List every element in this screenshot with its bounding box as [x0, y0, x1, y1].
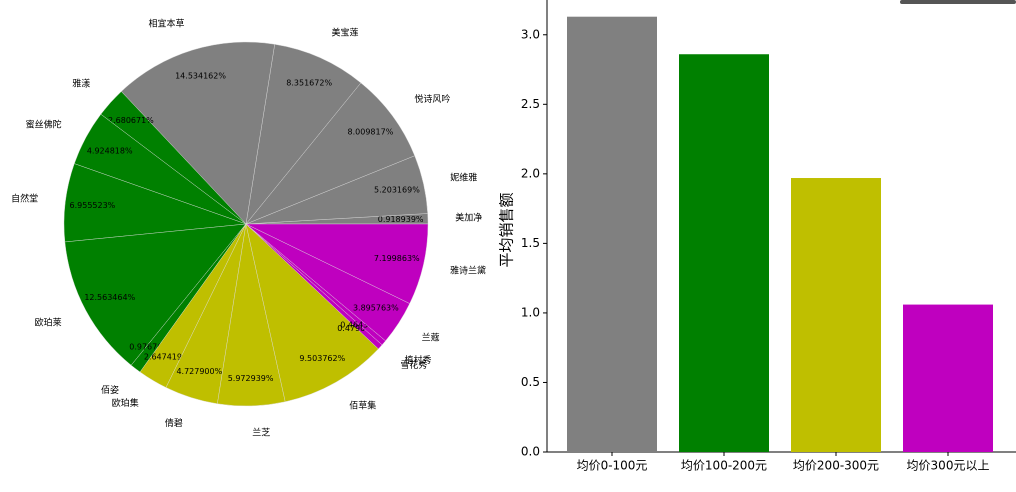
pie-slice	[64, 223, 247, 366]
pie-slice	[245, 82, 415, 225]
x-tick-label: 均价300元以上	[907, 459, 990, 473]
x-tick-label: 均价200-300元	[793, 459, 879, 473]
slice-label: 相宜本草	[148, 17, 184, 29]
slice-percent: 14.534162%	[175, 72, 226, 81]
y-tick-label: 1.0	[521, 305, 540, 319]
slice-percent: 0.918939%	[378, 215, 424, 224]
slice-label: 佰姿	[101, 384, 119, 396]
slice-label: 美加净	[455, 211, 482, 223]
slice-label: 自然堂	[11, 193, 38, 205]
slice-label: 雅诗兰黛	[450, 264, 486, 276]
slice-label: 美宝莲	[331, 26, 358, 38]
slice-label: 兰芝	[252, 427, 270, 439]
slice-percent: 0.976763%	[129, 342, 175, 351]
slice-percent: 2.680671%	[108, 116, 154, 125]
pie-slice	[245, 223, 379, 402]
slice-label: 佰草集	[349, 400, 376, 412]
bar	[679, 54, 769, 453]
bar	[791, 178, 881, 452]
pie-slice	[245, 44, 362, 225]
slice-percent: 8.351672%	[286, 78, 332, 87]
slice-label: 倩碧	[165, 417, 183, 429]
y-axis-label: 平均销售额	[498, 192, 516, 267]
slice-label: 欧珀集	[112, 397, 139, 409]
slice-label: 雅漾	[72, 78, 90, 90]
slice-percent: 4.727900%	[176, 367, 222, 376]
y-tick-label: 1.5	[521, 236, 540, 250]
slice-percent: 8.009817%	[348, 128, 394, 137]
slice-label: 兰蔻	[422, 331, 440, 343]
window-edge	[900, 0, 1016, 4]
y-tick-label: 2.0	[521, 166, 540, 180]
y-tick-label: 0.5	[521, 375, 540, 389]
x-tick-label: 均价100-200元	[681, 459, 767, 473]
slice-percent: 0.464315%	[340, 321, 386, 330]
slice-percent: 4.924818%	[87, 146, 133, 155]
slice-percent: 6.955523%	[70, 201, 116, 210]
slice-percent: 2.647419%	[144, 352, 190, 361]
slice-label: 欧珀莱	[35, 317, 62, 329]
slice-label: 蜜丝佛陀	[26, 118, 62, 130]
slice-label: 植村秀	[404, 354, 431, 366]
slice-label: 雪花秀	[400, 359, 427, 371]
slice-percent: 7.199863%	[374, 254, 420, 263]
y-tick-label: 2.5	[521, 97, 540, 111]
slice-percent: 9.503762%	[299, 354, 345, 363]
slice-percent: 3.895763%	[353, 304, 399, 313]
x-tick-label: 均价0-100元	[577, 459, 648, 473]
slice-percent: 5.972939%	[228, 374, 274, 383]
bar	[567, 16, 657, 452]
y-tick-label: 3.0	[521, 27, 540, 41]
slice-label: 悦诗风吟	[414, 93, 450, 105]
slice-percent: 5.203169%	[374, 186, 420, 195]
pie-slice	[121, 41, 275, 225]
slice-percent: 0.479041%	[337, 324, 383, 333]
y-tick-label: 0.0	[521, 445, 540, 459]
bar	[903, 304, 993, 452]
pie-slice	[245, 223, 429, 304]
slice-label: 妮维雅	[450, 172, 477, 184]
slice-percent: 12.563464%	[84, 293, 135, 302]
